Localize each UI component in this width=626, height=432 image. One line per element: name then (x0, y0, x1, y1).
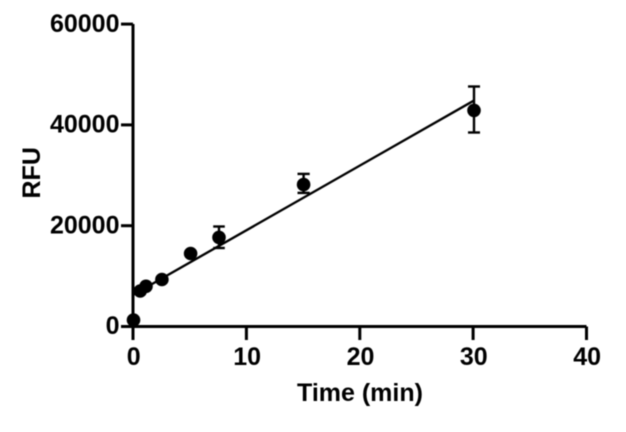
svg-text:RFU: RFU (18, 147, 46, 198)
svg-text:0: 0 (106, 312, 120, 340)
svg-text:20: 20 (347, 343, 375, 371)
svg-text:0: 0 (127, 343, 141, 371)
svg-text:20000: 20000 (50, 211, 120, 239)
svg-text:40000: 40000 (50, 111, 120, 139)
svg-text:10: 10 (233, 343, 261, 371)
svg-text:30: 30 (460, 343, 488, 371)
svg-text:40: 40 (573, 343, 601, 371)
svg-text:Time (min): Time (min) (297, 379, 423, 407)
svg-text:60000: 60000 (50, 10, 120, 38)
